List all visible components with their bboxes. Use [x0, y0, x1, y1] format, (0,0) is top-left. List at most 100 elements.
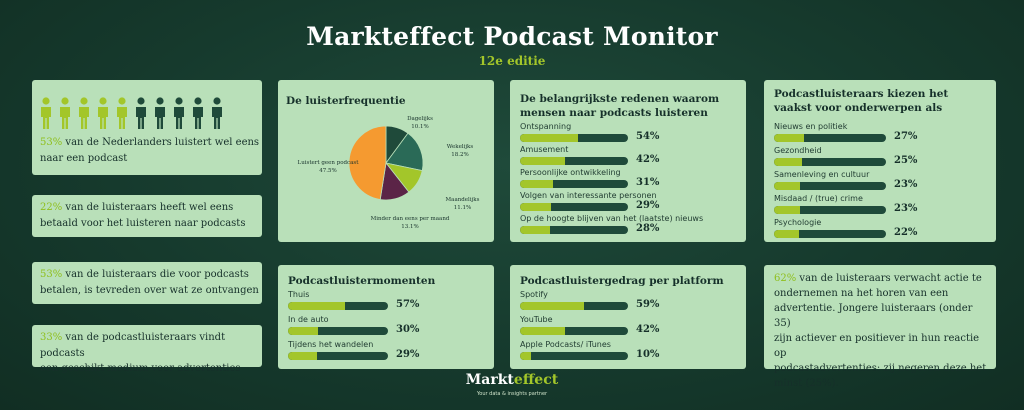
bar: [288, 327, 318, 335]
advert-line: minst (25%).: [774, 378, 839, 389]
bar: [774, 158, 802, 166]
bar-track: [774, 230, 886, 238]
bar-track: [520, 352, 628, 360]
stat-highlight: 22%: [40, 202, 63, 213]
stat-line: een geschikt medium voor advertenties: [40, 363, 241, 374]
bar-track: [520, 327, 628, 335]
bar-label: Op de hoogte blijven van het (laatste) n…: [520, 214, 704, 223]
person-icon: [79, 97, 89, 129]
bar-value-label: 10%: [636, 349, 660, 360]
bar-label: Gezondheid: [774, 146, 822, 155]
bar-label: YouTube: [520, 315, 553, 324]
advert-text: 62% van de luisteraars verwacht actie te…: [774, 271, 992, 391]
person-icon: [193, 97, 203, 129]
person-icon: [136, 97, 146, 129]
bar-value-label: 28%: [636, 223, 660, 234]
pie-label-name: Maandelijks: [445, 197, 480, 203]
bar: [520, 226, 551, 234]
advert-line: podcastadvertenties: zij negeren deze he…: [774, 363, 987, 374]
pie-label-value: 10.1%: [411, 123, 429, 130]
pie-label-value: 11.1%: [453, 204, 472, 211]
pie-label-value: 18.2%: [451, 151, 469, 158]
bar: [520, 157, 566, 165]
stat-card-ads: 33% van de podcastluisteraars vindt podc…: [32, 325, 262, 374]
bar-track: [520, 203, 628, 211]
stat-card-paid: 22% van de luisteraars heeft wel eens be…: [32, 195, 262, 237]
platform-card: Podcastluistergedrag per platform Spotif…: [510, 265, 746, 369]
momenten-card: Podcastluistermomenten Thuis 57% In de aut…: [278, 265, 494, 369]
person-icon: [60, 97, 70, 129]
bar-track: [520, 134, 628, 142]
stat-line: van de Nederlanders luistert wel eens: [62, 137, 260, 148]
bar-label: In de auto: [288, 315, 329, 324]
stat-highlight: 53%: [40, 137, 63, 148]
people-icons: [41, 97, 222, 129]
bar: [774, 206, 800, 214]
bar-label: Samenleving en cultuur: [774, 170, 870, 179]
bar-value-label: 42%: [636, 324, 660, 335]
pie-label-value: 47.5%: [319, 167, 337, 174]
bar: [520, 134, 579, 142]
bar-label: Volgen van interessante personen: [520, 191, 657, 200]
platform-title: Podcastluistergedrag per platform: [520, 275, 724, 287]
pie-label-value: 13.1%: [401, 223, 419, 230]
bar-track: [288, 327, 388, 335]
bar-track: [774, 182, 886, 190]
bar: [520, 203, 552, 211]
bar-value-label: 29%: [396, 349, 420, 360]
advert-line: zijn actiever en positiever in hun react…: [774, 333, 980, 359]
bar-label: Spotify: [520, 290, 548, 299]
stat-line: betalen, is tevreden over wat ze ontvang…: [40, 284, 259, 296]
bar-track: [520, 302, 628, 310]
bar-value-label: 27%: [894, 131, 918, 142]
bar: [288, 302, 345, 310]
bar-track: [520, 226, 628, 234]
bar-value-label: 29%: [636, 200, 660, 211]
stat-line: van de luisteraars heeft wel eens: [62, 202, 234, 213]
bar-label: Apple Podcasts/ iTunes: [520, 340, 611, 349]
person-icon: [212, 97, 222, 129]
stat-line: van de luisteraars die voor podcasts: [62, 269, 249, 280]
stat-line: van de podcastluisteraars vindt podcasts: [40, 332, 226, 359]
pie-title: De luisterfrequentie: [286, 95, 406, 107]
bar-value-label: 30%: [396, 324, 420, 335]
stat-highlight: 53%: [40, 269, 63, 280]
stat-highlight: 33%: [40, 332, 63, 343]
onderwerpen-card: Podcastluisteraars kiezen het vaakst voo…: [764, 80, 996, 242]
bar-label: Thuis: [288, 290, 310, 299]
bar-value-label: 22%: [894, 227, 918, 238]
person-icon: [174, 97, 184, 129]
advert-highlight: 62%: [774, 273, 797, 284]
bar-value-label: 23%: [894, 179, 918, 190]
redenen-card: De belangrijkste redenen waarom mensen n…: [510, 80, 746, 242]
onderwerpen-title: Podcastluisteraars kiezen het vaakst voo…: [774, 88, 949, 115]
bar-track: [288, 352, 388, 360]
tagline: Your data & insights partner: [476, 391, 548, 397]
pie-chart: [348, 125, 424, 201]
momenten-title: Podcastluistermomenten: [288, 275, 436, 287]
bar-label: Persoonlijke ontwikkeling: [520, 168, 621, 177]
page-title: Markteffect Podcast Monitor: [306, 22, 718, 51]
bar-track: [774, 206, 886, 214]
stat-text-ads: 33% van de podcastluisteraars vindt podc…: [40, 330, 260, 377]
pie-label: Maandelijks 11.1%: [440, 197, 485, 212]
bar-value-label: 54%: [636, 131, 660, 142]
pie-label: Luistert geen podcast 47.5%: [290, 160, 366, 175]
bar-label: Nieuws en politiek: [774, 122, 848, 131]
bar: [520, 180, 554, 188]
pie-label-name: Wekelijks: [446, 144, 474, 150]
bar: [520, 302, 584, 310]
person-icon: [117, 97, 127, 129]
bar-value-label: 42%: [636, 154, 660, 165]
bar: [774, 230, 799, 238]
bar: [520, 352, 531, 360]
bar-value-label: 23%: [894, 203, 918, 214]
page-subtitle: 12e editie: [478, 54, 546, 68]
person-icon: [41, 97, 51, 129]
advert-line: van de luisteraars verwacht actie te: [796, 273, 982, 284]
bar-label: Tijdens het wandelen: [288, 340, 374, 349]
logo: Markteffect: [0, 372, 1024, 388]
bar-value-label: 25%: [894, 155, 918, 166]
bar-label: Ontspanning: [520, 122, 572, 131]
pie-label-name: Dagelijks: [407, 116, 433, 122]
